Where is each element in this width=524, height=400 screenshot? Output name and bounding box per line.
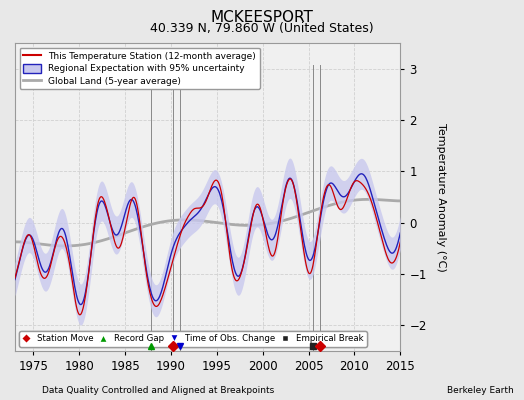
Y-axis label: Temperature Anomaly (°C): Temperature Anomaly (°C)	[436, 123, 446, 271]
Legend: Station Move, Record Gap, Time of Obs. Change, Empirical Break: Station Move, Record Gap, Time of Obs. C…	[19, 331, 367, 347]
Text: Berkeley Earth: Berkeley Earth	[447, 386, 514, 395]
Text: 40.339 N, 79.860 W (United States): 40.339 N, 79.860 W (United States)	[150, 22, 374, 35]
Text: Data Quality Controlled and Aligned at Breakpoints: Data Quality Controlled and Aligned at B…	[42, 386, 274, 395]
Text: MCKEESPORT: MCKEESPORT	[211, 10, 313, 25]
